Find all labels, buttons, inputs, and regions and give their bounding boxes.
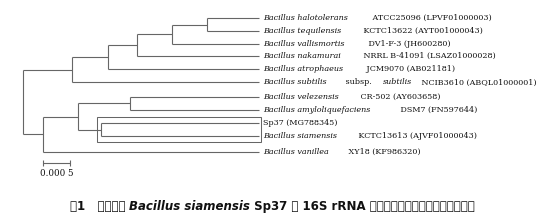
Text: 0.000 5: 0.000 5: [40, 169, 73, 178]
Text: 图1   基于菌株: 图1 基于菌株: [70, 200, 129, 213]
Text: Bacillus amyloliquefaciens: Bacillus amyloliquefaciens: [263, 106, 371, 114]
Text: CR-502 (AY603658): CR-502 (AY603658): [358, 93, 441, 101]
Text: subsp.: subsp.: [343, 78, 374, 86]
Text: XY18 (KF986320): XY18 (KF986320): [346, 148, 420, 156]
Text: Bacillus nakamurai: Bacillus nakamurai: [263, 52, 341, 60]
Text: DV1-F-3 (JH600280): DV1-F-3 (JH600280): [365, 40, 450, 48]
Text: subtilis: subtilis: [382, 78, 412, 86]
Text: Bacillus vallismortis: Bacillus vallismortis: [263, 40, 344, 48]
Text: KCTC13622 (AYT001000043): KCTC13622 (AYT001000043): [362, 27, 483, 35]
Text: Bacillus subtilis: Bacillus subtilis: [263, 78, 326, 86]
Text: Bacillus siamensis: Bacillus siamensis: [263, 132, 337, 140]
Text: NRRL B-41091 (LSAZ01000028): NRRL B-41091 (LSAZ01000028): [361, 52, 496, 60]
Text: Bacillus tequilensis: Bacillus tequilensis: [263, 27, 341, 35]
Text: DSM7 (FN597644): DSM7 (FN597644): [398, 106, 478, 114]
Text: Sp37 (MG788345): Sp37 (MG788345): [263, 119, 338, 127]
Text: Bacillus halotolerans: Bacillus halotolerans: [263, 14, 348, 22]
Text: Sp37 的 16S rRNA 基因序列同源性构建的系统发育树: Sp37 的 16S rRNA 基因序列同源性构建的系统发育树: [250, 200, 475, 213]
Text: Bacillus velezensis: Bacillus velezensis: [263, 93, 339, 101]
Text: JCM9070 (AB021181): JCM9070 (AB021181): [364, 65, 455, 73]
Text: KCTC13613 (AJVF01000043): KCTC13613 (AJVF01000043): [356, 132, 477, 140]
Text: Bacillus atrophaeus: Bacillus atrophaeus: [263, 65, 343, 73]
Text: Bacillus vanillea: Bacillus vanillea: [263, 148, 329, 156]
Text: ATCC25096 (LPVF01000003): ATCC25096 (LPVF01000003): [370, 14, 492, 22]
Text: NCIB3610 (ABQL01000001): NCIB3610 (ABQL01000001): [419, 78, 537, 86]
Text: Bacillus siamensis: Bacillus siamensis: [129, 200, 250, 213]
